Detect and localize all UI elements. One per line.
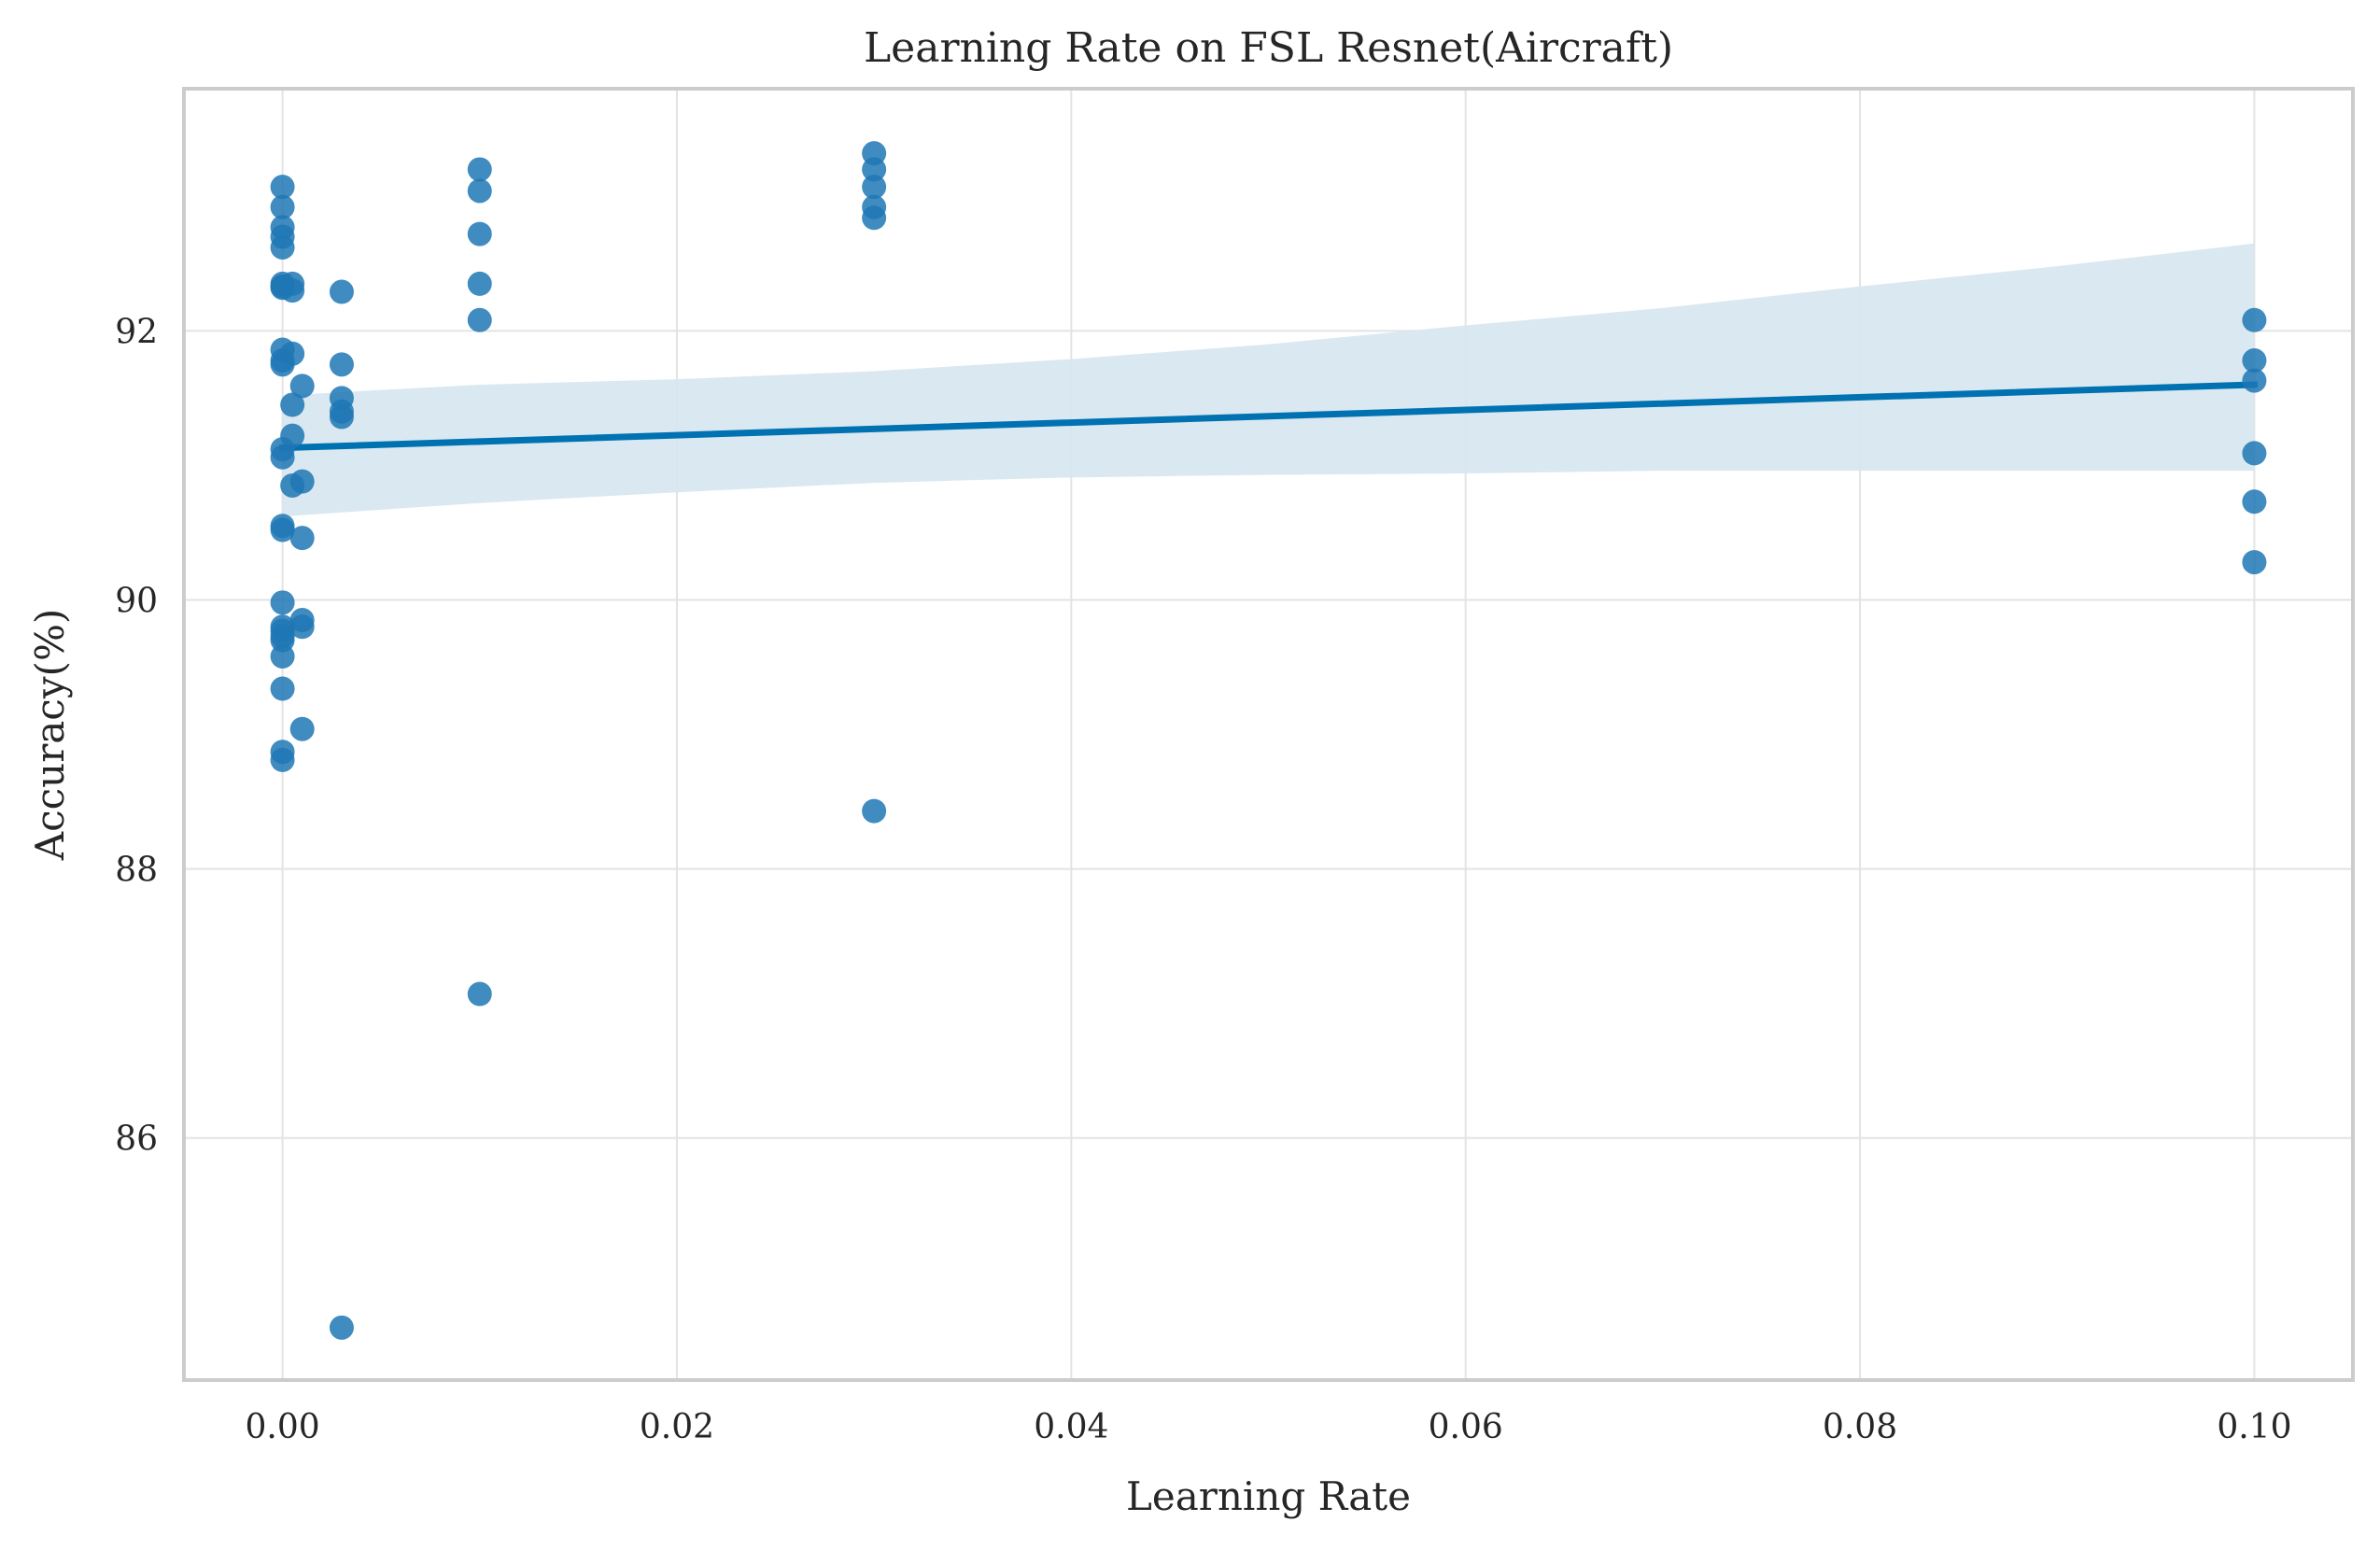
data-point xyxy=(270,590,295,615)
data-point xyxy=(280,278,305,303)
y-tick-label: 90 xyxy=(115,582,158,620)
data-point xyxy=(289,373,315,399)
data-point xyxy=(270,517,295,542)
x-axis-title: Learning Rate xyxy=(1126,1473,1411,1519)
data-point xyxy=(2242,348,2267,373)
y-tick-label: 86 xyxy=(115,1120,158,1159)
data-point xyxy=(467,221,492,247)
x-tick-labels: 0.00 0.02 0.04 0.06 0.08 0.10 xyxy=(246,1408,2292,1446)
data-point xyxy=(2242,368,2267,393)
data-point xyxy=(862,175,887,200)
data-point xyxy=(2242,441,2267,466)
data-point xyxy=(862,798,887,824)
data-point xyxy=(862,157,887,182)
data-point xyxy=(467,271,492,296)
data-point xyxy=(289,469,315,494)
chart-title: Learning Rate on FSL Resnet(Aircraft) xyxy=(864,24,1673,72)
data-point xyxy=(270,676,295,701)
data-point xyxy=(289,716,315,741)
y-tick-label: 92 xyxy=(115,313,158,351)
data-point xyxy=(862,205,887,231)
x-tick-label: 0.02 xyxy=(640,1408,714,1446)
data-point xyxy=(467,157,492,182)
data-point xyxy=(289,526,315,551)
x-tick-label: 0.10 xyxy=(2217,1408,2291,1446)
data-point xyxy=(329,279,354,304)
data-point xyxy=(270,234,295,260)
data-point xyxy=(467,981,492,1007)
data-point xyxy=(280,341,305,366)
y-axis-title: Accuracy(%) xyxy=(27,609,73,861)
data-point xyxy=(280,423,305,448)
scatter-points-layer xyxy=(270,141,2267,1340)
data-point xyxy=(270,175,295,200)
regression-line xyxy=(278,381,2259,452)
data-point xyxy=(329,1315,354,1340)
confidence-band-layer xyxy=(282,243,2255,517)
data-point xyxy=(329,352,354,377)
data-point xyxy=(467,307,492,332)
regression-line-layer xyxy=(278,381,2259,452)
y-tick-labels: 86 88 90 92 xyxy=(115,313,158,1158)
x-tick-label: 0.04 xyxy=(1034,1408,1108,1446)
data-point xyxy=(467,178,492,204)
data-point xyxy=(270,194,295,219)
data-point xyxy=(2242,489,2267,514)
data-point xyxy=(2242,550,2267,575)
data-point xyxy=(270,643,295,669)
confidence-band xyxy=(282,243,2255,517)
data-point xyxy=(280,392,305,417)
data-point xyxy=(270,747,295,772)
data-point xyxy=(289,614,315,640)
x-tick-label: 0.08 xyxy=(1823,1408,1897,1446)
plot-frame xyxy=(182,87,2355,1382)
data-point xyxy=(2242,307,2267,332)
x-tick-label: 0.00 xyxy=(246,1408,320,1446)
data-point xyxy=(329,404,354,430)
y-tick-label: 88 xyxy=(115,852,158,890)
data-point xyxy=(270,444,295,470)
x-tick-label: 0.06 xyxy=(1429,1408,1503,1446)
